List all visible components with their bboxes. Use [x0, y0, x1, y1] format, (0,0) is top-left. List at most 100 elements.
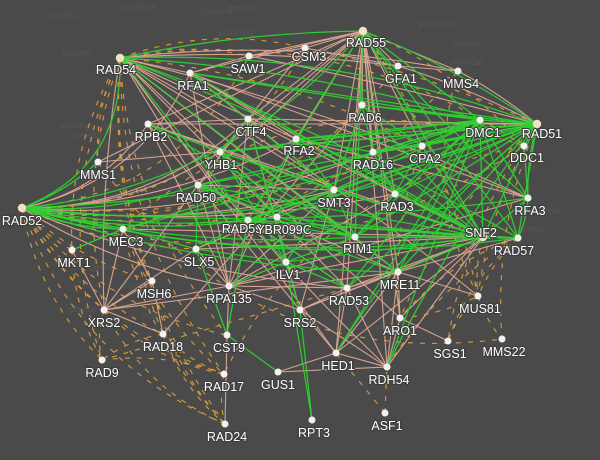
- graph-node-rfa3[interactable]: [524, 194, 532, 202]
- graph-node-mre11[interactable]: [394, 268, 402, 276]
- graph-node-ybr099c[interactable]: [273, 213, 281, 221]
- graph-edge-physical: [122, 228, 153, 282]
- graph-node-rad52[interactable]: [17, 203, 27, 213]
- graph-edge-physical: [386, 236, 484, 368]
- graph-node-rad24[interactable]: [221, 420, 229, 428]
- graph-node-rad18[interactable]: [159, 330, 167, 338]
- graph-node-aro1[interactable]: [396, 314, 404, 322]
- graph-edge-physical: [103, 309, 164, 335]
- watermark-text: genetic: [48, 10, 78, 20]
- node-label-snf2: SNF2: [465, 226, 497, 240]
- graph-node-hed1[interactable]: [332, 349, 340, 357]
- graph-node-csm3[interactable]: [301, 44, 309, 52]
- graph-node-rad54[interactable]: [115, 53, 125, 63]
- graph-node-msh6[interactable]: [148, 277, 156, 285]
- graph-node-dmc1[interactable]: [476, 116, 484, 124]
- graph-node-slx5[interactable]: [192, 245, 200, 253]
- graph-edge-yeastNet: [479, 119, 519, 239]
- node-label-mec3: MEC3: [109, 235, 144, 249]
- graph-node-ddc1[interactable]: [520, 142, 528, 150]
- graph-node-smt3[interactable]: [330, 186, 338, 194]
- graph-edge-physical: [228, 197, 529, 287]
- graph-node-mus81[interactable]: [474, 292, 482, 300]
- node-label-slx5: SLX5: [184, 255, 215, 269]
- graph-node-rad53[interactable]: [343, 284, 351, 292]
- graph-node-asf1[interactable]: [381, 409, 389, 417]
- graph-edge-genetic: [399, 295, 479, 319]
- graph-edge-genetic: [335, 352, 386, 414]
- graph-node-cpa2[interactable]: [418, 142, 426, 150]
- watermark-text: yeastNet: [86, 122, 122, 132]
- graph-edge-yeastNet: [397, 123, 538, 273]
- node-label-cpa2: CPA2: [409, 152, 441, 166]
- graph-edge-yeastNet: [247, 219, 356, 238]
- graph-node-sgs1[interactable]: [444, 337, 452, 345]
- graph-edge-yeastNet: [482, 123, 538, 238]
- graph-edge-physical: [103, 285, 230, 311]
- graph-node-rpb2[interactable]: [144, 120, 152, 128]
- graph-node-rad6[interactable]: [358, 101, 366, 109]
- graph-node-mms4[interactable]: [454, 67, 462, 75]
- graph-node-xrs2[interactable]: [100, 306, 108, 314]
- node-label-rad51: RAD51: [522, 127, 562, 141]
- graph-node-ctf4[interactable]: [244, 115, 252, 123]
- graph-node-rad17[interactable]: [220, 370, 228, 378]
- graph-node-yhb1[interactable]: [216, 148, 224, 156]
- node-layer[interactable]: [17, 26, 542, 428]
- graph-node-gfa1[interactable]: [394, 62, 402, 70]
- graph-edge-yeastNet: [21, 161, 99, 209]
- graph-edge-genetic: [101, 333, 164, 361]
- graph-node-mms1[interactable]: [94, 158, 102, 166]
- graph-edge-genetic: [119, 57, 228, 336]
- graph-node-rad9[interactable]: [98, 356, 106, 364]
- graph-edge-yeastNet: [122, 123, 538, 230]
- graph-edge-physical: [21, 207, 230, 287]
- graph-node-mkt1[interactable]: [68, 246, 76, 254]
- graph-edge-genetic: [97, 161, 503, 344]
- graph-node-rad59[interactable]: [244, 216, 252, 224]
- graph-node-rpt3[interactable]: [308, 416, 316, 424]
- graph-edge-yeastNet: [421, 123, 538, 147]
- graph-edge-physical: [71, 249, 105, 311]
- graph-node-gus1[interactable]: [274, 368, 282, 376]
- graph-edge-yeastNet: [21, 184, 199, 210]
- node-label-mre11: MRE11: [380, 278, 421, 292]
- graph-node-srs2[interactable]: [296, 306, 304, 314]
- graph-edge-physical: [147, 123, 301, 311]
- graph-node-rad55[interactable]: [358, 26, 368, 36]
- graph-edge-yeastNet: [247, 118, 287, 263]
- graph-edge-yeastNet: [299, 309, 313, 421]
- graph-edge-yeastNet: [228, 261, 287, 287]
- graph-node-snf2[interactable]: [478, 232, 488, 242]
- graph-node-rfa2[interactable]: [292, 135, 300, 143]
- graph-node-rad51[interactable]: [532, 119, 542, 129]
- graph-node-cst9[interactable]: [223, 331, 231, 339]
- graph-node-rfa1[interactable]: [186, 69, 194, 77]
- graph-edge-physical: [102, 57, 121, 311]
- watermark-text: physical: [340, 300, 373, 310]
- graph-node-rad3[interactable]: [391, 190, 399, 198]
- watermark-text: yeastNet: [218, 28, 254, 38]
- watermark-text: genetic: [374, 92, 404, 102]
- graph-edge-physical: [21, 151, 374, 211]
- graph-node-rad16[interactable]: [369, 148, 377, 156]
- graph-node-rad50[interactable]: [194, 181, 202, 189]
- graph-node-rad57[interactable]: [514, 234, 522, 242]
- node-label-rad24: RAD24: [207, 430, 247, 444]
- graph-edge-yeastNet: [285, 261, 348, 289]
- graph-node-saw1[interactable]: [245, 52, 253, 60]
- graph-edge-physical: [397, 271, 401, 319]
- graph-edge-physical: [247, 30, 364, 120]
- graph-node-ilv1[interactable]: [282, 258, 290, 266]
- graph-edge-physical: [21, 123, 149, 209]
- graph-node-mms22[interactable]: [498, 335, 506, 343]
- watermark-text: genetic: [514, 224, 544, 234]
- graph-node-rdh54[interactable]: [383, 363, 391, 371]
- graph-edge-physical: [346, 287, 388, 368]
- graph-node-mec3[interactable]: [119, 225, 127, 233]
- graph-node-rim1[interactable]: [351, 233, 359, 241]
- graph-edge-yeastNet: [354, 119, 481, 238]
- graph-node-rpa135[interactable]: [225, 282, 233, 290]
